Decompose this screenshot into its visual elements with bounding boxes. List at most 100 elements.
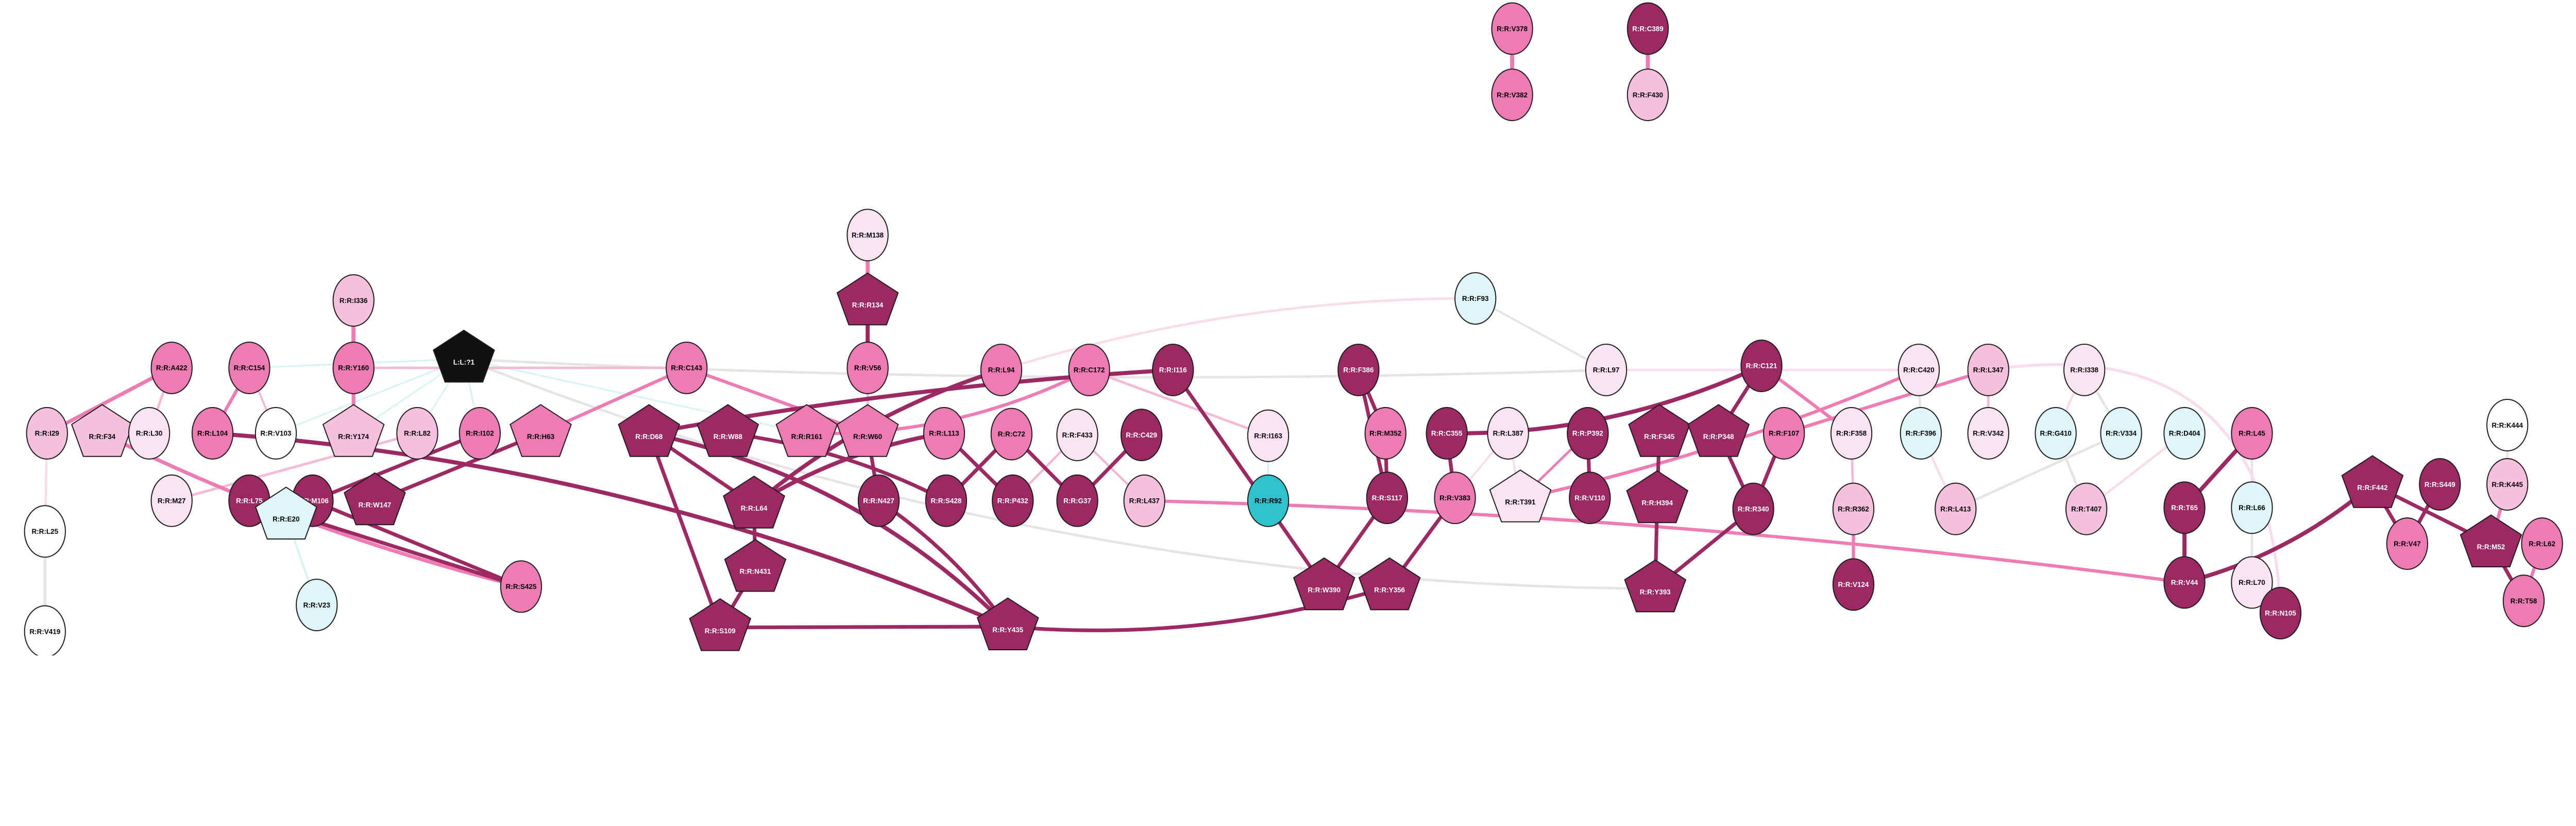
node-R:R:C429[interactable]: R:R:C429 xyxy=(1120,409,1163,462)
ellipse-node-shape[interactable] xyxy=(128,407,171,460)
pentagon-node-shape[interactable] xyxy=(618,404,681,457)
ellipse-node-shape[interactable] xyxy=(980,343,1023,396)
node-R:R:P432[interactable]: R:R:P432 xyxy=(992,474,1034,527)
ellipse-node-shape[interactable] xyxy=(2486,458,2529,511)
node-R:R:W60[interactable]: R:R:W60 xyxy=(836,404,899,457)
node-R:R:M352[interactable]: R:R:M352 xyxy=(1364,407,1406,460)
ellipse-node-shape[interactable] xyxy=(2231,481,2273,534)
ellipse-node-shape[interactable] xyxy=(1897,343,1940,396)
ellipse-node-shape[interactable] xyxy=(1567,407,1609,460)
ellipse-node-shape[interactable] xyxy=(1626,69,1669,122)
node-R:R:S449[interactable]: R:R:S449 xyxy=(2419,458,2461,511)
node-R:R:I338[interactable]: R:R:I338 xyxy=(2063,343,2106,396)
ellipse-node-shape[interactable] xyxy=(923,407,965,460)
node-R:R:Y160[interactable]: R:R:Y160 xyxy=(332,341,375,394)
ellipse-node-shape[interactable] xyxy=(2502,575,2545,628)
ellipse-node-shape[interactable] xyxy=(1056,409,1098,462)
pentagon-node-shape[interactable] xyxy=(2341,455,2404,508)
pentagon-node-shape[interactable] xyxy=(723,475,785,529)
node-R:R:W147[interactable]: R:R:W147 xyxy=(344,472,406,526)
ellipse-node-shape[interactable] xyxy=(846,209,889,262)
pentagon-node-shape[interactable] xyxy=(344,472,406,526)
node-R:R:L113[interactable]: R:R:L113 xyxy=(923,407,965,460)
ellipse-node-shape[interactable] xyxy=(1152,343,1194,396)
node-R:R:S425[interactable]: R:R:S425 xyxy=(500,560,543,613)
ellipse-node-shape[interactable] xyxy=(24,605,66,655)
ellipse-node-shape[interactable] xyxy=(1967,343,2009,396)
pentagon-node-shape[interactable] xyxy=(775,404,838,457)
ellipse-node-shape[interactable] xyxy=(846,341,889,394)
ellipse-node-shape[interactable] xyxy=(1120,409,1163,462)
node-R:R:S109[interactable]: R:R:S109 xyxy=(689,598,752,651)
ellipse-node-shape[interactable] xyxy=(2163,556,2206,609)
node-R:R:P392[interactable]: R:R:P392 xyxy=(1567,407,1609,460)
node-R:R:V342[interactable]: R:R:V342 xyxy=(1967,407,2009,460)
node-R:R:N431[interactable]: R:R:N431 xyxy=(724,538,787,592)
ellipse-node-shape[interactable] xyxy=(1569,471,1611,525)
node-R:R:T65[interactable]: R:R:T65 xyxy=(2163,481,2206,534)
node-R:R:R92[interactable]: R:R:R92 xyxy=(1247,474,1290,527)
ellipse-node-shape[interactable] xyxy=(396,407,438,460)
node-R:R:L94[interactable]: R:R:L94 xyxy=(980,343,1023,396)
ellipse-node-shape[interactable] xyxy=(1454,272,1497,325)
node-R:R:C389[interactable]: R:R:C389 xyxy=(1626,2,1669,55)
ellipse-node-shape[interactable] xyxy=(1967,407,2009,460)
ellipse-node-shape[interactable] xyxy=(1068,343,1110,396)
node-R:R:K444[interactable]: R:R:K444 xyxy=(2486,399,2529,451)
ellipse-node-shape[interactable] xyxy=(1740,340,1783,392)
node-R:R:L413[interactable]: R:R:L413 xyxy=(1935,482,1977,535)
node-R:R:C143[interactable]: R:R:C143 xyxy=(666,341,708,394)
node-R:R:S428[interactable]: R:R:S428 xyxy=(925,474,968,527)
pentagon-node-shape[interactable] xyxy=(2460,514,2522,567)
ellipse-node-shape[interactable] xyxy=(150,474,193,527)
node-R:R:K445[interactable]: R:R:K445 xyxy=(2486,458,2529,511)
node-R:R:S117[interactable]: R:R:S117 xyxy=(1366,471,1409,525)
node-R:R:C172[interactable]: R:R:C172 xyxy=(1068,343,1110,396)
node-R:R:M52[interactable]: R:R:M52 xyxy=(2460,514,2522,567)
node-R:R:L104[interactable]: R:R:L104 xyxy=(191,407,234,460)
ellipse-node-shape[interactable] xyxy=(2486,399,2529,451)
ellipse-node-shape[interactable] xyxy=(2035,407,2077,460)
node-R:R:Y393[interactable]: R:R:Y393 xyxy=(1624,559,1687,613)
node-R:R:V124[interactable]: R:R:V124 xyxy=(1832,558,1875,611)
pentagon-node-shape[interactable] xyxy=(976,597,1039,650)
node-R:R:L45[interactable]: R:R:L45 xyxy=(2231,407,2273,460)
ellipse-node-shape[interactable] xyxy=(2163,407,2206,460)
ellipse-node-shape[interactable] xyxy=(1585,343,1628,396)
ellipse-node-shape[interactable] xyxy=(1626,2,1669,55)
node-R:R:F107[interactable]: R:R:F107 xyxy=(1762,407,1805,460)
ellipse-node-shape[interactable] xyxy=(191,407,234,460)
node-R:R:L82[interactable]: R:R:L82 xyxy=(396,407,438,460)
node-R:R:M27[interactable]: R:R:M27 xyxy=(150,474,193,527)
pentagon-node-shape[interactable] xyxy=(510,404,572,457)
node-R:R:L25[interactable]: R:R:L25 xyxy=(24,505,66,558)
ellipse-node-shape[interactable] xyxy=(1123,474,1165,527)
node-R:R:V382[interactable]: R:R:V382 xyxy=(1491,69,1533,122)
node-R:R:C420[interactable]: R:R:C420 xyxy=(1897,343,1940,396)
ellipse-node-shape[interactable] xyxy=(1491,69,1533,122)
ellipse-node-shape[interactable] xyxy=(1247,474,1290,527)
node-R:R:G410[interactable]: R:R:G410 xyxy=(2035,407,2077,460)
node-R:R:T58[interactable]: R:R:T58 xyxy=(2502,575,2545,628)
node-R:R:Y174[interactable]: R:R:Y174 xyxy=(322,404,385,457)
node-R:R:V103[interactable]: R:R:V103 xyxy=(255,407,297,460)
ellipse-node-shape[interactable] xyxy=(459,407,501,460)
ellipse-node-shape[interactable] xyxy=(990,408,1033,461)
ellipse-node-shape[interactable] xyxy=(255,407,297,460)
node-R:R:F430[interactable]: R:R:F430 xyxy=(1626,69,1669,122)
node-R:R:H63[interactable]: R:R:H63 xyxy=(510,404,572,457)
node-R:R:N105[interactable]: R:R:N105 xyxy=(2259,586,2302,639)
pentagon-node-shape[interactable] xyxy=(322,404,385,457)
node-R:R:D68[interactable]: R:R:D68 xyxy=(618,404,681,457)
node-R:R:D404[interactable]: R:R:D404 xyxy=(2163,407,2206,460)
node-R:R:C355[interactable]: R:R:C355 xyxy=(1426,407,1468,460)
node-R:R:R362[interactable]: R:R:R362 xyxy=(1832,482,1875,535)
ellipse-node-shape[interactable] xyxy=(925,474,968,527)
node-R:R:L30[interactable]: R:R:L30 xyxy=(128,407,171,460)
ellipse-node-shape[interactable] xyxy=(1366,471,1409,525)
pentagon-node-shape[interactable] xyxy=(1489,469,1552,522)
pentagon-node-shape[interactable] xyxy=(836,272,899,326)
ellipse-node-shape[interactable] xyxy=(2521,517,2563,570)
ellipse-node-shape[interactable] xyxy=(1426,407,1468,460)
ellipse-node-shape[interactable] xyxy=(1900,407,1942,460)
